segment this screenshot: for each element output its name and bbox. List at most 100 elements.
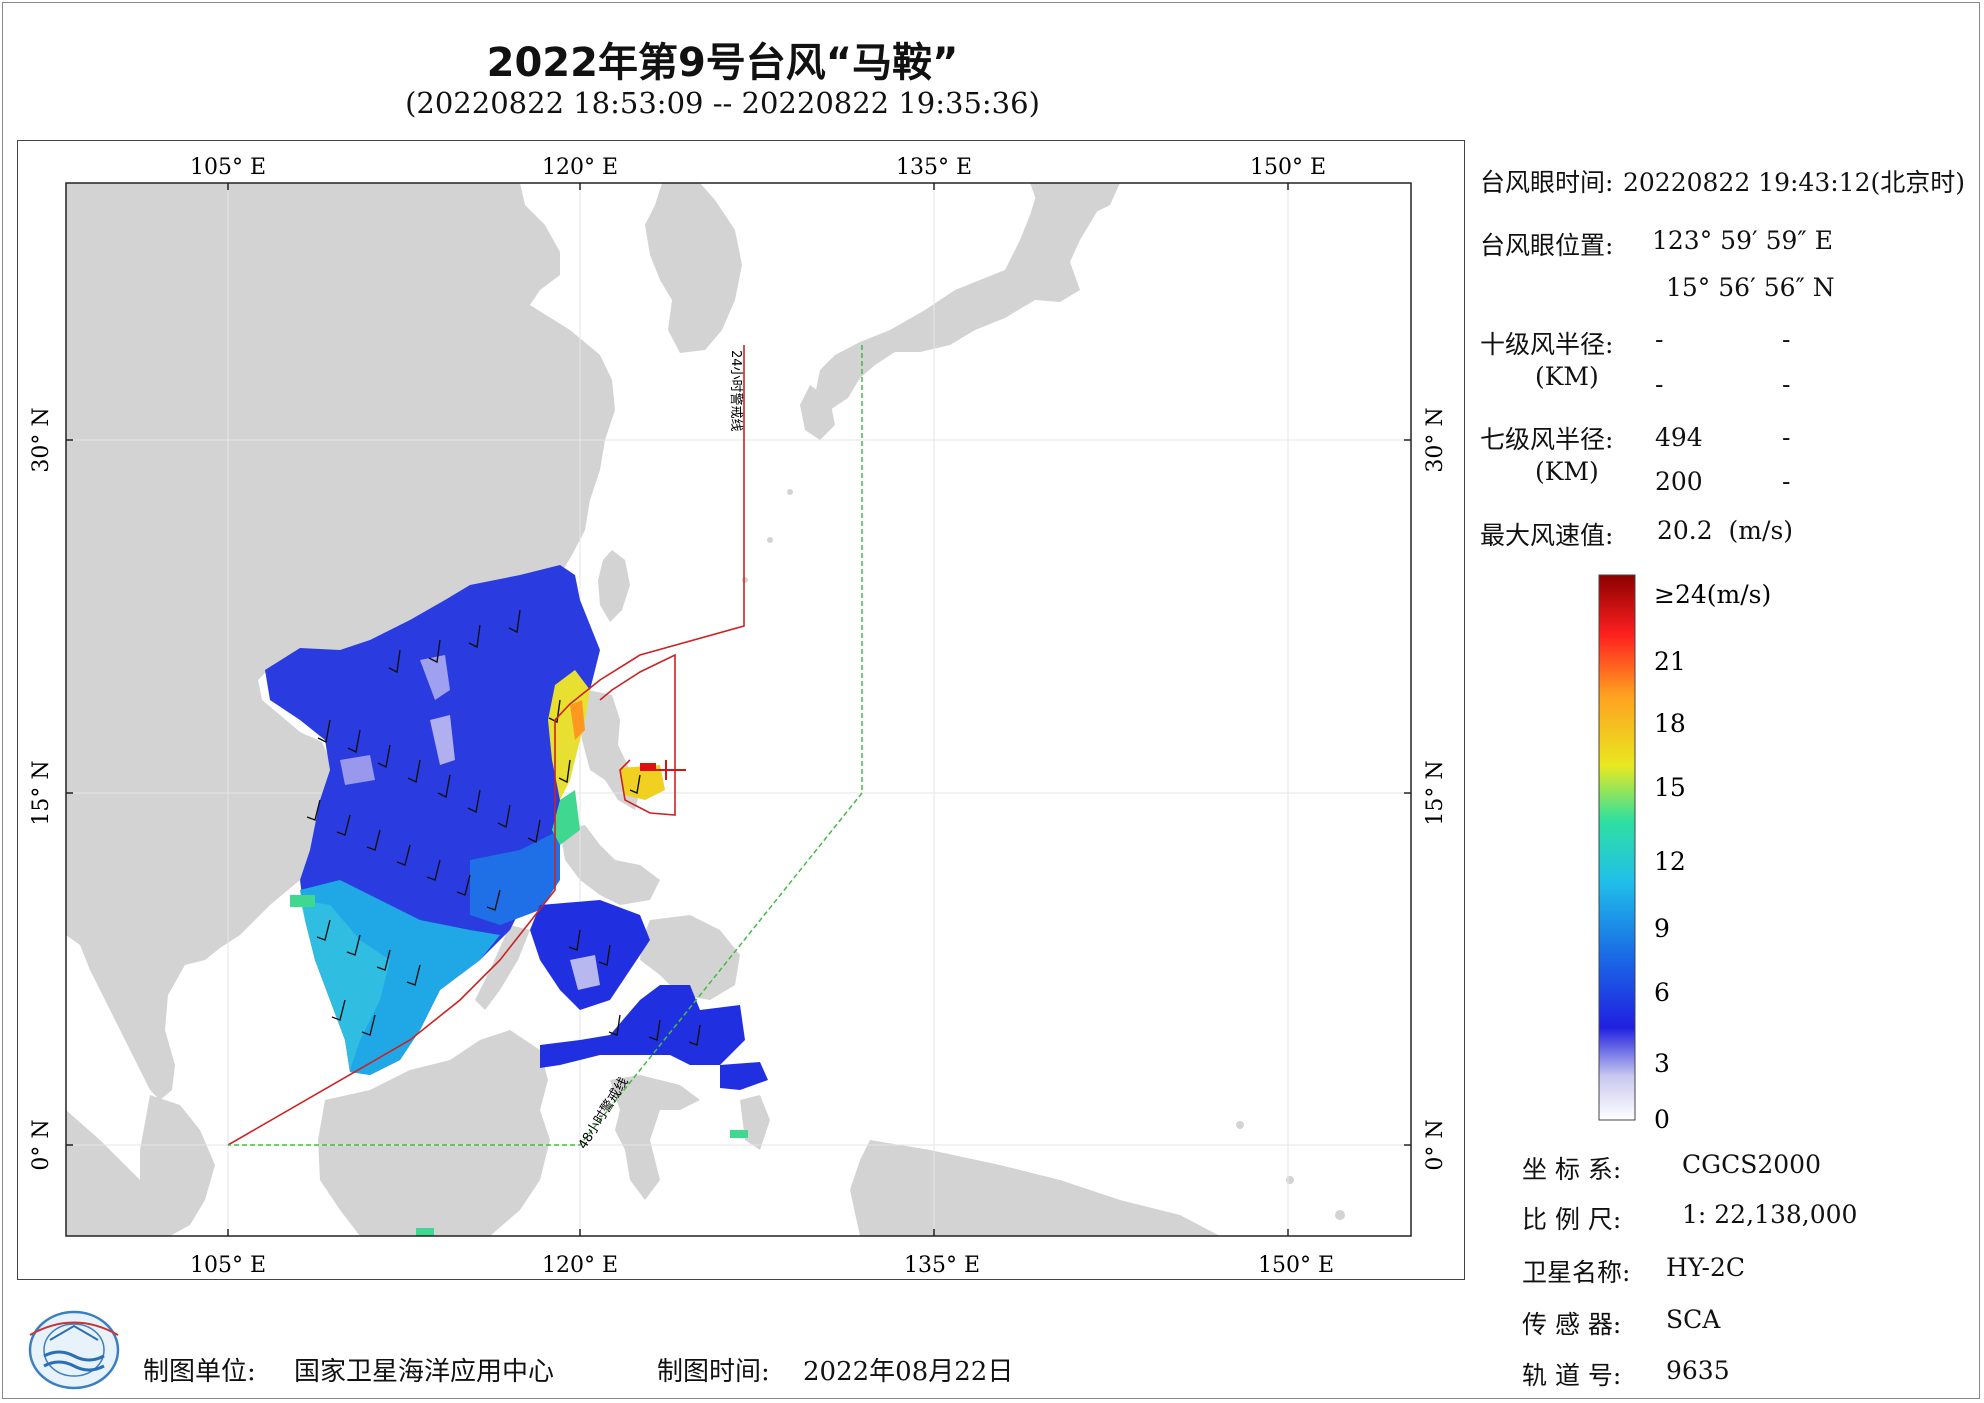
- warning-line-24h: [227, 345, 745, 1146]
- bottom-lon-label: 120° E: [542, 1253, 618, 1278]
- colorbar: [1598, 574, 1636, 1121]
- top-lon-label: 135° E: [896, 155, 972, 180]
- r7-unit: (KM): [1535, 457, 1599, 486]
- sumatra: [66, 1110, 150, 1236]
- swath-mindanao: [540, 985, 745, 1068]
- noaa-china-logo: [28, 1310, 120, 1390]
- left-lat-label: 15° N: [29, 760, 54, 825]
- warning-24h-label: 24小时警戒线: [728, 350, 744, 432]
- r7-value: 200: [1655, 467, 1703, 496]
- bottom-lon-label: 105° E: [190, 1253, 266, 1278]
- map-subtitle: (20220822 18:53:09 -- 20220822 19:35:36): [405, 86, 1040, 120]
- korea: [645, 183, 742, 353]
- scale-label: 比 例 尺:: [1522, 1205, 1622, 1234]
- swath-eye-red: [640, 763, 656, 771]
- eye-time-label: 台风眼时间:: [1480, 168, 1614, 197]
- wind-barbs: [306, 609, 701, 1046]
- producer-label: 制图单位:: [143, 1357, 256, 1387]
- swath-medium: [470, 830, 560, 925]
- sulawesi: [610, 1075, 700, 1200]
- top-lon-labels: 105° E 120° E 135° E 150° E: [190, 155, 1326, 180]
- right-lat-label: 30° N: [1423, 407, 1448, 472]
- map-title: 2022年第9号台风“马鞍”: [486, 40, 959, 86]
- mindanao: [640, 915, 740, 1000]
- colorbar-labels: ≥24(m/s) 21 18 15 12 9 6 3 0: [1654, 580, 1771, 1134]
- orbit-label: 轨 道 号:: [1522, 1361, 1622, 1390]
- top-lon-label: 150° E: [1250, 155, 1326, 180]
- sensor-label: 传 感 器:: [1522, 1310, 1622, 1339]
- r10-value: -: [1655, 370, 1664, 399]
- colorbar-label: 18: [1654, 709, 1686, 738]
- r7-value: -: [1782, 423, 1791, 452]
- map-border: [65, 182, 1412, 1237]
- right-lat-label: 0° N: [1423, 1119, 1448, 1170]
- colorbar-label: 6: [1654, 978, 1670, 1007]
- colorbar-label: 21: [1654, 647, 1686, 676]
- left-lat-labels: 30° N 15° N 0° N: [29, 407, 54, 1170]
- top-lon-label: 120° E: [542, 155, 618, 180]
- colorbar-label: 0: [1654, 1105, 1670, 1134]
- eye-latitude: 15° 56′ 56″ N: [1666, 273, 1835, 302]
- lavender-patch-3: [340, 755, 375, 785]
- satellite-label: 卫星名称:: [1522, 1258, 1631, 1287]
- lavender-patch-2: [430, 715, 455, 765]
- orbit-value: 9635: [1666, 1356, 1730, 1385]
- palawan: [475, 925, 530, 1010]
- r7-value: 494: [1655, 423, 1703, 452]
- max-wind-label: 最大风速值:: [1480, 521, 1614, 550]
- r10-value: -: [1782, 370, 1791, 399]
- eye-position-label: 台风眼位置:: [1480, 231, 1614, 260]
- top-lon-label: 105° E: [190, 155, 266, 180]
- bottom-lon-label: 150° E: [1258, 1253, 1334, 1278]
- typhoon-eye-marker: [646, 760, 686, 780]
- coord-system-value: CGCS2000: [1682, 1150, 1821, 1179]
- satellite-value: HY-2C: [1666, 1253, 1746, 1282]
- patch-west: [290, 895, 315, 907]
- bottom-lon-label: 135° E: [904, 1253, 980, 1278]
- swath-sulawesi: [720, 1062, 768, 1090]
- lavender-patch-1: [420, 655, 450, 700]
- coord-system-label: 坐 标 系:: [1522, 1155, 1622, 1184]
- taiwan: [598, 550, 630, 622]
- wind-radius-arc: [599, 653, 676, 816]
- left-lat-label: 0° N: [29, 1119, 54, 1170]
- swath-visayas: [530, 900, 650, 1010]
- colorbar-label: ≥24(m/s): [1654, 580, 1771, 609]
- r7-label: 七级风半径:: [1480, 425, 1614, 454]
- scale-value: 1: 22,138,000: [1682, 1200, 1858, 1229]
- wind-field: [265, 565, 768, 1236]
- asian-mainland: [66, 183, 615, 1100]
- map-frame: [17, 140, 1465, 1280]
- map-ticks: [66, 183, 1411, 1236]
- new-guinea: [850, 1140, 1220, 1236]
- r10-value: -: [1655, 325, 1664, 354]
- date-label: 制图时间:: [657, 1357, 770, 1387]
- r10-value: -: [1782, 325, 1791, 354]
- r7-value: -: [1782, 467, 1791, 496]
- left-lat-label: 30° N: [29, 407, 54, 472]
- colorbar-label: 3: [1654, 1049, 1670, 1078]
- mindoro-visayas: [560, 825, 660, 905]
- right-lat-labels: 30° N 15° N 0° N: [1423, 407, 1448, 1170]
- patch-bottom: [416, 1228, 434, 1236]
- kyushu: [800, 385, 835, 440]
- sakhalin-hokkaido: [1030, 183, 1120, 220]
- swath-visayas-lav: [570, 955, 600, 990]
- warning-line-48h: [228, 345, 863, 1146]
- patch-south: [730, 1130, 748, 1138]
- r10-label: 十级风半径:: [1480, 330, 1614, 359]
- colorbar-label: 9: [1654, 914, 1670, 943]
- r10-unit: (KM): [1535, 362, 1599, 391]
- bottom-lon-labels: 105° E 120° E 135° E 150° E: [190, 1253, 1334, 1278]
- max-wind-value: 20.2 (m/s): [1657, 516, 1794, 545]
- map-canvas: [66, 183, 1411, 1236]
- swath-cyan-2: [300, 900, 390, 1070]
- producer-value: 国家卫星海洋应用中心: [294, 1357, 555, 1387]
- date-value: 2022年08月22日: [803, 1357, 1014, 1387]
- borneo: [318, 1030, 550, 1236]
- malay-peninsula: [140, 1095, 215, 1236]
- eye-time-value: 20220822 19:43:12(北京时): [1623, 168, 1965, 197]
- colorbar-label: 15: [1654, 773, 1686, 802]
